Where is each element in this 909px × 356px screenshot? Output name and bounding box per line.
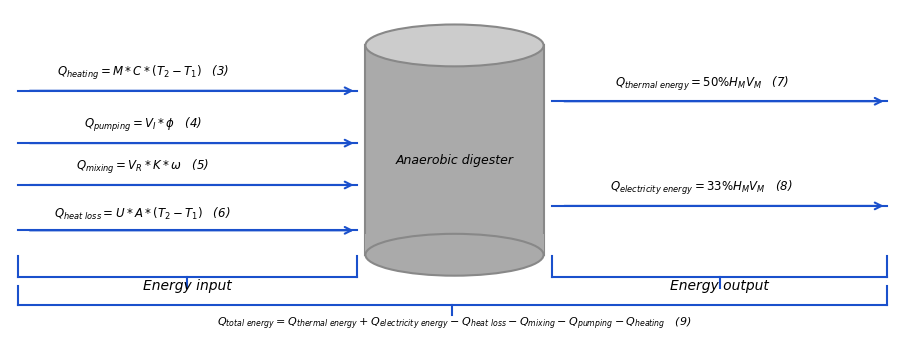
Text: $Q_{heating}  = M * C * (T_2 - T_1)$   (3): $Q_{heating} = M * C * (T_2 - T_1)$ (3) [56,64,229,82]
Text: $Q_{pumping}  = V_I * \phi$   (4): $Q_{pumping} = V_I * \phi$ (4) [84,116,202,134]
Ellipse shape [365,25,544,66]
Text: $Q_{mixing}  = V_R * K * \omega$   (5): $Q_{mixing} = V_R * K * \omega$ (5) [76,158,209,176]
Text: $Q_{total\ energy} = Q_{thermal\ energy} + Q_{electricity\ energy} - Q_{heat\ lo: $Q_{total\ energy} = Q_{thermal\ energy}… [217,315,692,331]
Text: Energy output: Energy output [670,279,769,293]
Text: Anaerobic digester: Anaerobic digester [395,154,514,167]
Text: $Q_{electricity\ energy}  = 33\%H_M V_M$   (8): $Q_{electricity\ energy} = 33\%H_M V_M$ … [610,179,793,197]
Text: Energy input: Energy input [143,279,232,293]
Bar [365,46,544,255]
Text: $Q_{heat\ loss}  = U * A * (T_2 - T_1)$   (6): $Q_{heat\ loss} = U * A * (T_2 - T_1)$ (… [55,205,231,221]
Bar [365,234,544,255]
Ellipse shape [365,234,544,276]
Text: $Q_{thermal\ energy}  = 50\%H_M V_M$   (7): $Q_{thermal\ energy} = 50\%H_M V_M$ (7) [614,74,789,93]
